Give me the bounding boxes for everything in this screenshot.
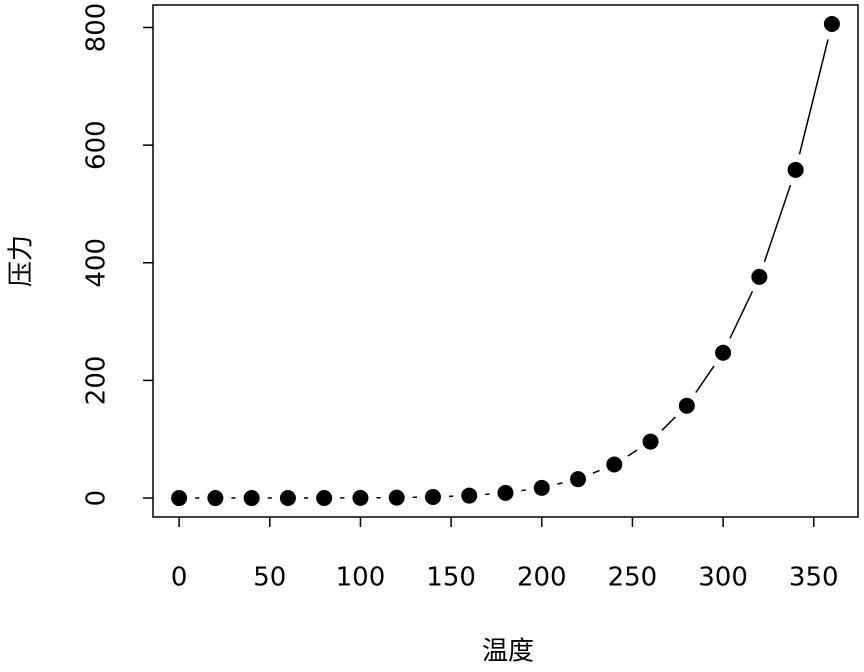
- x-tick-label: 300: [698, 563, 748, 593]
- point: [606, 456, 623, 473]
- line-segment: [695, 365, 715, 393]
- y-tick-label: 400: [82, 238, 112, 288]
- point: [751, 268, 768, 285]
- point: [570, 471, 587, 488]
- point: [279, 490, 296, 507]
- x-tick-label: 100: [336, 563, 386, 593]
- x-tick-label: 50: [253, 563, 286, 593]
- point: [497, 484, 514, 501]
- point: [787, 161, 804, 178]
- y-tick-label: 200: [82, 356, 112, 406]
- point: [461, 487, 478, 504]
- point: [715, 344, 732, 361]
- y-tick-label: 800: [82, 3, 112, 53]
- x-tick-label: 0: [171, 563, 188, 593]
- point: [316, 489, 333, 506]
- y-tick-label: 0: [82, 490, 112, 507]
- point: [388, 489, 405, 506]
- line-segment: [798, 39, 829, 155]
- x-tick-label: 250: [608, 563, 658, 593]
- line-segment: [729, 290, 754, 339]
- point: [678, 397, 695, 414]
- point: [533, 479, 550, 496]
- x-tick-label: 150: [426, 563, 476, 593]
- line-segment: [627, 449, 638, 457]
- point: [424, 488, 441, 505]
- point: [642, 433, 659, 450]
- x-tick-label: 350: [789, 563, 839, 593]
- line-segment: [661, 416, 676, 431]
- point: [171, 490, 188, 507]
- line-segment: [557, 482, 563, 485]
- line-segment: [763, 184, 792, 262]
- x-tick-label: 200: [517, 563, 567, 593]
- line-segment: [592, 469, 600, 474]
- point: [207, 490, 224, 507]
- y-tick-label: 600: [82, 120, 112, 170]
- plot-box: [152, 4, 859, 518]
- point: [243, 490, 260, 507]
- y-axis-label: 压力: [7, 235, 37, 287]
- point: [352, 489, 369, 506]
- line-segment: [521, 489, 527, 492]
- x-axis-label: 温度: [482, 637, 534, 667]
- point: [823, 15, 840, 32]
